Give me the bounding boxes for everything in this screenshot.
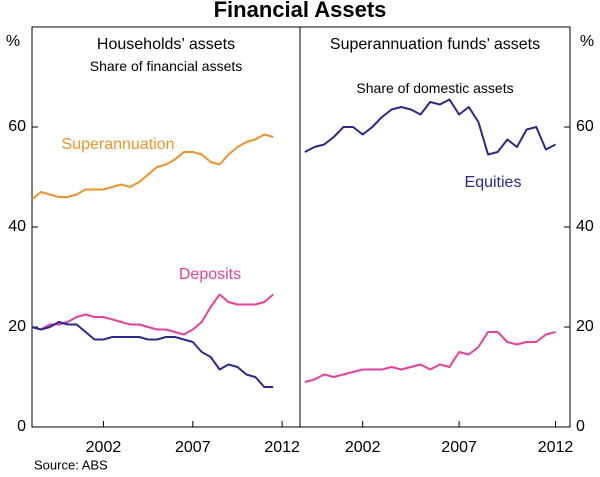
x-tick-label: 2007 <box>441 439 477 456</box>
panel-title: Superannuation funds’ assets <box>329 36 541 53</box>
series-line <box>31 133 274 201</box>
y-axis-label: % <box>580 33 594 50</box>
panel-title: Households’ assets <box>96 36 236 53</box>
y-axis-label: % <box>6 33 20 50</box>
series-line <box>304 98 557 156</box>
x-tick-label: 2012 <box>538 439 574 456</box>
series-line <box>304 331 556 383</box>
y-tick-label: 60 <box>8 118 26 135</box>
y-tick-label: 40 <box>576 218 594 235</box>
source: Source: ABS <box>34 457 108 472</box>
series-line <box>31 321 274 388</box>
y-tick-label: 40 <box>8 218 26 235</box>
x-tick-label: 2007 <box>175 439 211 456</box>
x-tick-label: 2002 <box>345 439 381 456</box>
y-tick-label: 60 <box>576 118 594 135</box>
series-line <box>31 293 274 336</box>
series-label: Superannuation <box>62 136 175 153</box>
x-tick-label: 2012 <box>264 439 300 456</box>
series-label: Deposits <box>179 266 241 283</box>
x-tick-label: 2002 <box>86 439 122 456</box>
chart-title: Financial Assets <box>214 0 387 22</box>
y-tick-label: 0 <box>576 418 585 435</box>
panel-subtitle: Share of domestic assets <box>356 80 514 96</box>
series-label: Equities <box>465 174 522 191</box>
y-tick-label: 20 <box>576 318 594 335</box>
panel-subtitle: Share of financial assets <box>89 58 243 74</box>
y-tick-label: 0 <box>17 418 26 435</box>
y-tick-label: 20 <box>8 318 26 335</box>
